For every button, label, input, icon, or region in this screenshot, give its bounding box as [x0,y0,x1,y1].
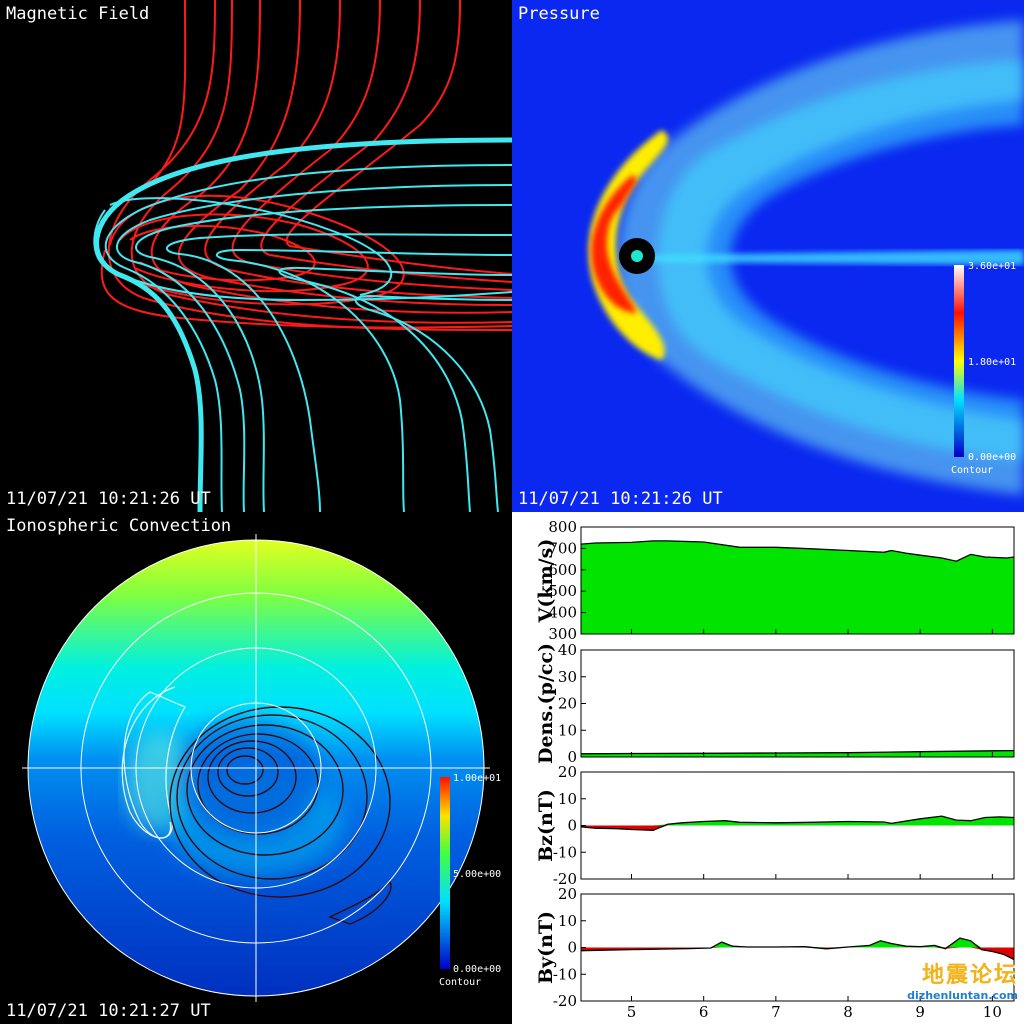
dens-frame [580,649,1015,758]
bz-negative-area [581,825,1014,831]
bz-ytick-label: 10 [558,790,577,808]
time-xtick-label: 6 [699,1003,709,1021]
bz-ytick-label: 0 [567,817,577,835]
magnetic-field-panel: Magnetic Field 11/07/21 10:21:26 UT [0,0,512,512]
iono-colorbar-mid: 5.00e+00 [453,869,501,880]
v-frame [580,526,1015,635]
iono-colorbar-min: 0.00e+00 [453,964,501,975]
by-ytick-label: 20 [558,885,577,903]
pressure-colorbar-caption: Contour [951,465,993,476]
by-ytick-label: -10 [553,965,577,983]
bz-series-line [580,815,1015,831]
iono-colorbar-max: 1.00e+01 [453,773,501,784]
v-ytick-label: 400 [548,604,577,622]
by-ytick-label: -20 [553,992,577,1010]
solar-wind-panel: 300 400 500 600 700 800 V(km/s) 0 10 20 30 40 Dens.(… [512,512,1024,1024]
watermark-url: dizhenluntan.com [907,989,1018,1002]
time-xtick-label: 10 [983,1003,1002,1021]
v-ylabel: V(km/s) [535,539,557,624]
by-ylabel: By(nT) [535,911,557,984]
ionospheric-title: Ionospheric Convection [6,516,232,536]
magnetic-field-timestamp: 11/07/21 10:21:26 UT [6,489,211,509]
ionospheric-convection-panel: 1.00e+01 5.00e+00 0.00e+00 Contour Ionos… [0,512,512,1024]
bz-ytick-label: 20 [558,763,577,781]
magnetic-field-title: Magnetic Field [6,4,150,24]
time-xtick-label: 5 [627,1003,637,1021]
v-series-line [580,540,1015,562]
pressure-title: Pressure [518,4,600,24]
magnetic-field-lines [93,0,512,512]
time-xtick-label: 8 [843,1003,853,1021]
by-negative-area [581,947,1014,960]
cyan-field-lines [93,137,512,512]
v-ytick-label: 700 [548,539,577,557]
bz-ytick-label: -20 [553,870,577,888]
by-series-line [580,937,1015,961]
v-positive-area [581,540,1014,634]
dens-ytick-label: 40 [558,641,577,659]
v-ytick-label: 800 [548,518,577,536]
convection-cells [121,686,392,925]
by-ytick-label: 0 [567,939,577,957]
pressure-colorbar-mid: 1.80e+01 [968,357,1016,368]
bz-ylabel: Bz(nT) [535,789,557,862]
watermark-logo-text: 地震论坛 [921,963,1018,988]
time-xtick-label: 7 [771,1003,781,1021]
iono-colorbar: 1.00e+01 5.00e+00 0.00e+00 Contour [439,773,501,988]
dens-ytick-label: 20 [558,695,577,713]
time-xtick-label: 9 [915,1003,925,1021]
solar-wind-charts: 300400500600700800V(km/s)010203040Dens.(… [535,518,1015,1021]
ionosphere-polar-map: 1.00e+01 5.00e+00 0.00e+00 Contour [22,534,501,1002]
pressure-colorbar-min: 0.00e+00 [968,452,1016,463]
dens-ytick-label: 0 [567,748,577,766]
dens-ytick-label: 30 [558,668,577,686]
bz-positive-area [581,816,1014,826]
by-ytick-label: 10 [558,912,577,930]
pressure-colorbar: 3.60e+01 1.80e+01 0.00e+00 Contour [951,261,1016,476]
iono-colorbar-caption: Contour [439,977,481,988]
earth-icon [631,250,643,262]
dens-ytick-label: 10 [558,721,577,739]
polar-crosshair [22,534,490,1002]
by-positive-area [581,938,1014,948]
pressure-map: 3.60e+01 1.80e+01 0.00e+00 Contour [588,20,1024,495]
pressure-panel: 3.60e+01 1.80e+01 0.00e+00 Contour Press… [512,0,1024,512]
v-ytick-label: 300 [548,625,577,643]
pressure-colorbar-max: 3.60e+01 [968,261,1016,272]
ionospheric-timestamp: 11/07/21 10:21:27 UT [6,1001,211,1021]
v-ytick-label: 500 [548,582,577,600]
magnetosheath [588,20,1024,495]
dens-ylabel: Dens.(p/cc) [535,643,557,764]
dens-series-line [580,749,1015,755]
v-ytick-label: 600 [548,561,577,579]
bz-ytick-label: -10 [553,843,577,861]
pressure-timestamp: 11/07/21 10:21:26 UT [518,489,723,509]
watermark: 地震论坛 dizhenluntan.com [907,957,1018,1002]
